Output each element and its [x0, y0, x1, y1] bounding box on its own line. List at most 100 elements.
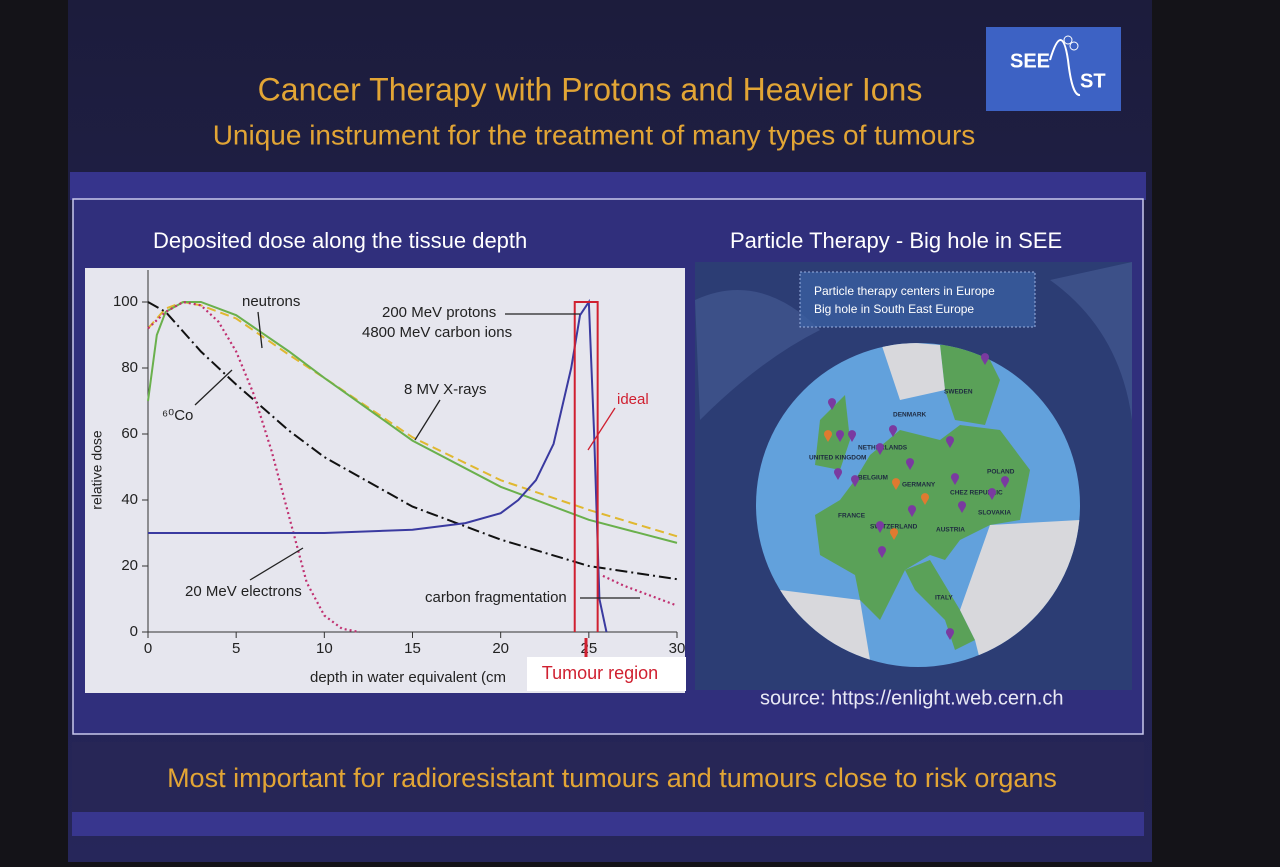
x-tick-label: 0 — [144, 640, 152, 657]
curve-label: ⁶⁰Co — [162, 407, 193, 424]
curve — [147, 301, 678, 544]
curve — [602, 574, 678, 607]
y-tick-label: 100 — [113, 293, 138, 310]
title: Cancer Therapy with Protons and Heavier … — [258, 71, 923, 107]
center-pin — [921, 493, 929, 505]
land — [815, 425, 1030, 620]
center-pin — [836, 430, 844, 442]
map-overlay: SWEDENDENMARKNETHERLANDSUNITED KINGDOMBE… — [809, 353, 1015, 640]
highlight-label: Tumour region — [542, 663, 658, 683]
center-pin — [906, 458, 914, 470]
curve-label: 8 MV X-rays — [404, 381, 487, 398]
label-arrow — [414, 399, 441, 441]
x-tick-label: 15 — [404, 640, 421, 657]
center-pin — [824, 430, 833, 442]
chart-heading: Deposited dose along the tissue depth — [153, 228, 527, 253]
center-pin — [876, 443, 884, 455]
x-tick-label: 25 — [580, 640, 597, 657]
y-tick-label: 40 — [121, 491, 138, 508]
y-tick-label: 60 — [121, 425, 138, 442]
annotation: 4800 MeV carbon ions — [362, 324, 512, 341]
center-pin — [878, 546, 886, 558]
map-box-text: Particle therapy centers in Europe — [814, 284, 995, 298]
center-pin — [851, 475, 859, 487]
y-tick-label: 80 — [121, 359, 138, 376]
country-label: AUSTRIA — [936, 527, 965, 534]
land-grey — [880, 343, 945, 400]
center-pin — [890, 528, 898, 540]
footer-text: Most important for radioresistant tumour… — [167, 763, 1057, 793]
center-pin — [981, 353, 989, 365]
map-land-shadow — [1050, 262, 1132, 420]
map-land-shadow — [695, 290, 820, 420]
subtitle: Unique instrument for the treatment of m… — [213, 119, 976, 150]
bottom-band — [72, 812, 1144, 836]
label-arrow — [249, 547, 304, 581]
label-arrow — [587, 407, 616, 451]
band — [70, 172, 1146, 200]
center-pin — [1001, 476, 1009, 488]
curve — [147, 300, 360, 634]
country-label: SLOVAKIA — [978, 510, 1011, 517]
map-box — [799, 271, 1036, 328]
curve — [147, 300, 678, 538]
chart-area — [85, 268, 685, 693]
x-axis-label: depth in water equivalent (cm — [310, 669, 506, 686]
curve-label: 20 MeV electrons — [185, 583, 302, 600]
source: source: https://enlight.web.cern.ch — [760, 687, 1064, 709]
country-label: CHEZ REPUBLIC — [950, 490, 1003, 497]
highlight-box — [527, 657, 686, 691]
footer-band — [72, 742, 1144, 812]
center-pin — [908, 505, 916, 517]
map-heading: Particle Therapy - Big hole in SEE — [730, 228, 1062, 253]
center-pin — [834, 468, 842, 480]
country-label: SWITZERLAND — [870, 524, 918, 531]
center-pin — [951, 473, 959, 485]
x-tick-label: 10 — [316, 640, 333, 657]
curve-label: neutrons — [242, 293, 300, 310]
country-label: ITALY — [935, 595, 953, 602]
land — [905, 560, 975, 650]
center-pin — [876, 521, 884, 533]
curve-label: carbon fragmentation — [425, 589, 567, 606]
country-label: UNITED KINGDOM — [809, 455, 866, 462]
curve — [148, 298, 608, 633]
center-pin — [946, 628, 954, 640]
map-box-text: Big hole in South East Europe — [814, 302, 974, 316]
center-pin — [889, 425, 897, 437]
curve — [573, 301, 599, 632]
country-label: SWEDEN — [944, 389, 973, 396]
center-pin — [828, 398, 836, 410]
logo-text: ST — [1080, 70, 1106, 92]
logo-curve — [1049, 39, 1081, 96]
center-pin — [891, 478, 900, 490]
curve-label: ideal — [617, 391, 649, 408]
land — [815, 395, 850, 470]
center-pin — [946, 436, 954, 448]
x-tick-label: 5 — [232, 640, 240, 657]
y-tick-label: 0 — [130, 623, 138, 640]
country-label: GERMANY — [902, 482, 936, 489]
x-tick-label: 30 — [669, 640, 686, 657]
center-pin — [958, 501, 966, 513]
x-tick-label: 20 — [492, 640, 509, 657]
label-arrow — [194, 369, 233, 406]
y-axis-label: relative dose — [89, 430, 105, 510]
logo — [986, 27, 1121, 111]
chart: 0 20 40 60 80 100 0 5 10 15 20 25 30 relative dose dep… — [89, 270, 686, 691]
curve — [147, 301, 678, 581]
curve-label: 200 MeV protons — [382, 304, 496, 321]
country-label: FRANCE — [838, 513, 866, 520]
logo-dot — [1063, 35, 1073, 45]
country-label: DENMARK — [893, 412, 927, 419]
label-arrow — [257, 311, 263, 349]
center-pin — [988, 488, 997, 500]
logo-text: SEE — [1010, 50, 1050, 72]
y-tick-label: 20 — [121, 557, 138, 574]
country-label: BELGIUM — [858, 475, 888, 482]
logo-dot — [1069, 41, 1079, 51]
country-label: POLAND — [987, 469, 1015, 476]
center-pin — [847, 430, 856, 442]
